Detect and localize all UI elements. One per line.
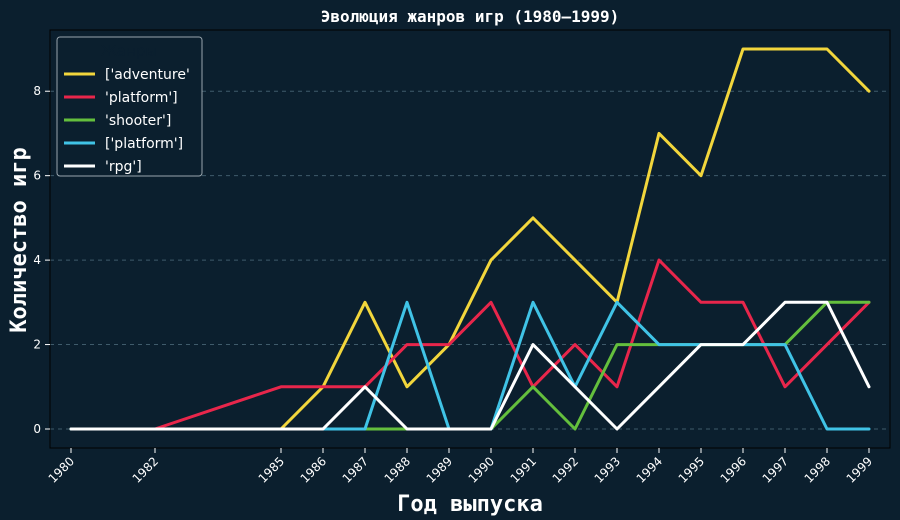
legend-label-3: ['platform']: [105, 136, 183, 152]
x-tick-label: 1980: [46, 454, 77, 485]
x-tick-label: 1996: [718, 454, 749, 485]
x-axis-ticks: 1980 1982 1985 1986 1987 1988 1989 1990 1991 1992…: [46, 448, 875, 486]
x-tick-label: 1982: [130, 454, 161, 485]
plot-frame: [49, 29, 891, 449]
legend-title: Жанры: [101, 42, 158, 60]
x-tick-label: 1994: [634, 454, 665, 485]
x-tick-label: 1989: [424, 454, 455, 485]
x-tick-label: 1991: [508, 454, 539, 485]
y-tick-label: 6: [33, 169, 41, 183]
x-tick-label: 1998: [802, 454, 833, 485]
series-line-2: [69, 300, 871, 431]
series-lines: [69, 47, 871, 431]
x-tick-label: 1990: [466, 454, 497, 485]
x-axis-label: Год выпуска: [397, 492, 543, 517]
x-tick-label: 1999: [844, 454, 875, 485]
y-axis-label: Количество игр: [7, 147, 32, 332]
chart-title: Эволюция жанров игр (1980–1999): [321, 7, 620, 26]
y-tick-label: 0: [33, 422, 41, 436]
legend-label-0: ['adventure': [105, 67, 190, 83]
x-tick-label: 1997: [760, 454, 791, 485]
x-tick-label: 1986: [298, 454, 329, 485]
legend: Жанры ['adventure' 'platform'] 'shooter'] ['…: [56, 36, 203, 177]
x-tick-label: 1987: [340, 454, 371, 485]
series-line-3: [69, 300, 871, 431]
series-line-4: [69, 300, 871, 431]
legend-label-2: 'shooter']: [105, 113, 171, 129]
y-tick-label: 4: [33, 253, 41, 267]
legend-label-1: 'platform']: [105, 90, 178, 106]
x-tick-label: 1992: [550, 454, 581, 485]
y-axis-ticks: 0 2 4 6 8: [33, 84, 50, 436]
y-tick-label: 8: [33, 84, 41, 98]
legend-label-4: 'rpg']: [105, 159, 142, 175]
x-tick-label: 1988: [382, 454, 413, 485]
legend-frame: [56, 36, 203, 177]
x-tick-label: 1995: [676, 454, 707, 485]
x-tick-label: 1985: [256, 454, 287, 485]
x-tick-label: 1993: [592, 454, 623, 485]
series-line-0: [69, 47, 871, 431]
y-tick-label: 2: [33, 338, 41, 352]
